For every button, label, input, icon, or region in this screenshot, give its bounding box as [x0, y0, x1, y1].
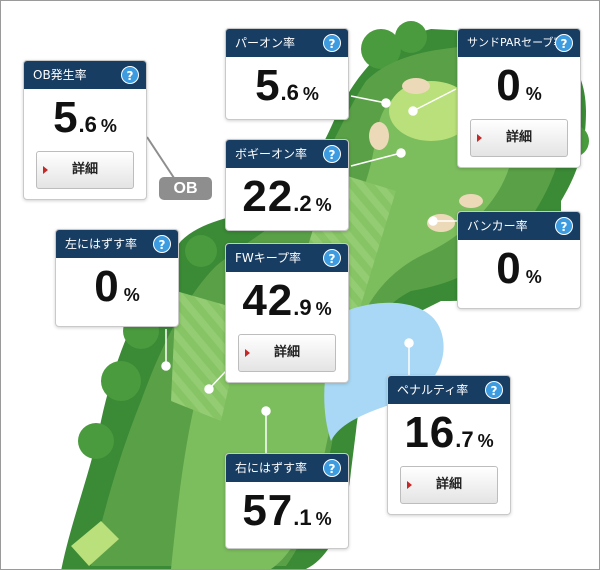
rate-value: 5.6% — [255, 61, 319, 110]
rate-value: 22.2% — [242, 172, 332, 221]
detail-button[interactable]: 詳細 — [238, 334, 336, 372]
rate-value: 42.9% — [242, 276, 332, 325]
detail-button[interactable]: 詳細 — [36, 151, 134, 189]
help-icon[interactable]: ? — [555, 217, 573, 235]
bunker — [402, 78, 430, 94]
card-title: ボギーオン率 — [235, 147, 308, 161]
rate-value: 0% — [496, 244, 542, 293]
card-header: パーオン率 ? — [226, 29, 348, 57]
card-title: 左にはずす率 — [65, 237, 138, 251]
card-title: サンドPARセーブ率 — [467, 36, 565, 49]
card-header: OB発生率 ? — [24, 61, 146, 89]
card-title: OB発生率 — [33, 68, 87, 82]
rate-value: 16.7% — [404, 408, 494, 457]
tee-box — [71, 521, 119, 566]
rate-value: 0% — [94, 262, 140, 311]
par-on-rate-card: パーオン率 ? 5.6% — [225, 28, 349, 120]
detail-button[interactable]: 詳細 — [470, 119, 568, 157]
water-hazard — [324, 302, 444, 441]
help-icon[interactable]: ? — [555, 34, 573, 52]
card-title: ペナルティ率 — [397, 383, 469, 397]
card-title: パーオン率 — [235, 36, 296, 50]
arrow-right-icon — [407, 481, 412, 489]
rate-value: 0% — [496, 61, 542, 110]
rate-value: 57.1% — [242, 486, 332, 535]
penalty-rate-card: ペナルティ率 ? 16.7% 詳細 — [387, 375, 511, 515]
help-icon[interactable]: ? — [153, 235, 171, 253]
help-icon[interactable]: ? — [323, 249, 341, 267]
card-title: バンカー率 — [467, 219, 528, 233]
arrow-right-icon — [245, 349, 250, 357]
fairway-keep-rate-card: FWキープ率 ? 42.9% 詳細 — [225, 243, 349, 383]
rate-value: 5.6% — [53, 93, 117, 142]
ob-rate-card: OB発生率 ? 5.6% 詳細 — [23, 60, 147, 200]
card-header: ペナルティ率 ? — [388, 376, 510, 404]
miss-right-rate-card: 右にはずす率 ? 57.1% — [225, 453, 349, 549]
card-header: バンカー率 ? — [458, 212, 580, 240]
card-header: FWキープ率 ? — [226, 244, 348, 272]
help-icon[interactable]: ? — [323, 145, 341, 163]
bunker-rate-card: バンカー率 ? 0% — [457, 211, 581, 309]
help-icon[interactable]: ? — [121, 66, 139, 84]
card-header: 右にはずす率 ? — [226, 454, 348, 482]
card-title: FWキープ率 — [235, 251, 302, 265]
arrow-right-icon — [477, 134, 482, 142]
bunker — [459, 194, 483, 208]
arrow-right-icon — [43, 166, 48, 174]
card-header: サンドPARセーブ率 ? — [458, 29, 580, 57]
card-header: ボギーオン率 ? — [226, 140, 348, 168]
detail-button[interactable]: 詳細 — [400, 466, 498, 504]
card-header: 左にはずす率 ? — [56, 230, 178, 258]
miss-left-rate-card: 左にはずす率 ? 0% — [55, 229, 179, 327]
sand-save-rate-card: サンドPARセーブ率 ? 0% 詳細 — [457, 28, 581, 168]
green — [389, 81, 473, 141]
help-icon[interactable]: ? — [323, 34, 341, 52]
help-icon[interactable]: ? — [485, 381, 503, 399]
bogey-on-rate-card: ボギーオン率 ? 22.2% — [225, 139, 349, 231]
ob-marker-badge: OB — [159, 177, 212, 200]
bunker — [369, 122, 389, 150]
card-title: 右にはずす率 — [235, 461, 308, 475]
help-icon[interactable]: ? — [323, 459, 341, 477]
